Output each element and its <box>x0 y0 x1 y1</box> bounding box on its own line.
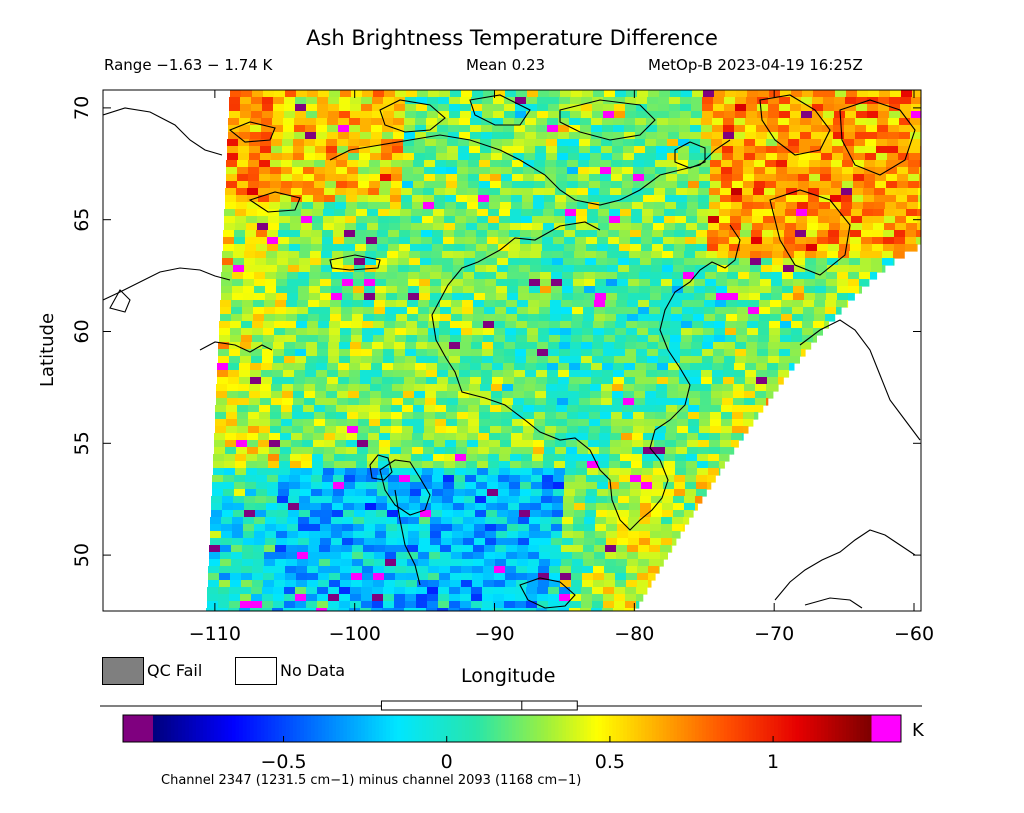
x-axis: −110 −100 −90 −80 −70 −60 <box>189 90 934 645</box>
x-axis-label: Longitude <box>461 665 556 687</box>
coastline-segment <box>248 191 301 213</box>
coastline-segment <box>519 577 576 609</box>
y-tick-label: 65 <box>71 208 93 232</box>
colorbar-over <box>871 715 901 742</box>
coastline-segment <box>394 489 421 586</box>
y-tick: 50 <box>71 543 921 567</box>
x-tick-label: −90 <box>474 623 514 645</box>
y-axis-label: Latitude <box>37 312 58 388</box>
colorbar-tick-label: 1 <box>767 751 779 773</box>
y-tick-label: 60 <box>71 319 93 343</box>
x-tick-label: −110 <box>189 623 241 645</box>
chart-title: Ash Brightness Temperature Difference <box>306 26 718 50</box>
coastline-segment <box>103 267 231 301</box>
coastline-segment <box>804 597 863 609</box>
range-readout: Range −1.63 − 1.74 K <box>104 56 273 74</box>
x-tick-label: −80 <box>614 623 654 645</box>
coastline-segment <box>839 99 916 176</box>
coastline-segment <box>774 529 916 601</box>
coastline-segment <box>379 459 431 516</box>
colorbar-tick: 0 <box>441 736 453 773</box>
data-swath <box>206 90 921 611</box>
y-tick: 70 <box>71 96 921 120</box>
y-tick: 55 <box>71 431 921 455</box>
coastline-segment <box>103 107 223 156</box>
y-tick: 60 <box>71 319 921 344</box>
x-tick-label: −60 <box>894 623 934 645</box>
y-axis: 50 55 60 65 70 <box>71 96 921 567</box>
x-tick: −90 <box>474 90 515 645</box>
colorbar-under <box>123 715 153 742</box>
colorbar-frame <box>122 714 902 743</box>
coastline-segment <box>674 141 706 169</box>
coastline-segment <box>431 221 741 531</box>
colorbar-tick: 1 <box>767 736 779 773</box>
coastline-segment <box>329 134 731 206</box>
coastline-segment <box>559 99 656 141</box>
coastlines <box>103 94 921 609</box>
colorbar-range-box <box>380 700 578 711</box>
coastline-segment <box>759 94 831 156</box>
x-tick: −100 <box>329 90 381 645</box>
coastline-segment <box>228 121 276 143</box>
x-tick-label: −100 <box>329 623 381 645</box>
satellite-timestamp: MetOp-B 2023-04-19 16:25Z <box>648 56 863 74</box>
x-tick: −80 <box>614 90 654 645</box>
coastline-segment <box>469 94 531 126</box>
coastline-segment <box>369 454 393 481</box>
coastline-segment <box>379 99 446 133</box>
colorbar-tick: 0.5 <box>595 736 625 773</box>
qc-fail-label: QC Fail <box>147 661 203 680</box>
colorbar <box>122 714 902 743</box>
coastline-segment <box>329 254 381 271</box>
colorbar-label: Channel 2347 (1231.5 cm−1) minus channel… <box>161 773 582 788</box>
coastline-segment <box>109 289 131 313</box>
mean-readout: Mean 0.23 <box>466 56 546 74</box>
y-tick: 65 <box>71 208 921 232</box>
colorbar-ticks: −0.5 0 0.5 1 <box>260 736 779 773</box>
qc-fail-swatch <box>102 657 144 685</box>
coastline-segment <box>199 341 273 353</box>
y-tick-label: 70 <box>71 96 93 120</box>
colorbar-unit: K <box>912 720 924 741</box>
colorbar-tick-label: 0 <box>441 751 453 773</box>
no-data-label: No Data <box>280 661 346 680</box>
colorbar-tick-label: −0.5 <box>260 751 306 773</box>
plot-frame <box>102 89 922 612</box>
no-data-swatch <box>235 657 277 685</box>
x-tick: −70 <box>754 90 794 645</box>
x-tick: −110 <box>189 90 241 645</box>
x-tick: −60 <box>894 90 934 645</box>
x-tick-label: −70 <box>754 623 794 645</box>
y-tick-label: 50 <box>71 543 93 567</box>
colorbar-tick-label: 0.5 <box>595 751 625 773</box>
coastline-segment <box>769 189 851 276</box>
y-tick-label: 55 <box>71 431 93 455</box>
coastline-segment <box>799 319 921 441</box>
colorbar-tick: −0.5 <box>260 736 307 773</box>
